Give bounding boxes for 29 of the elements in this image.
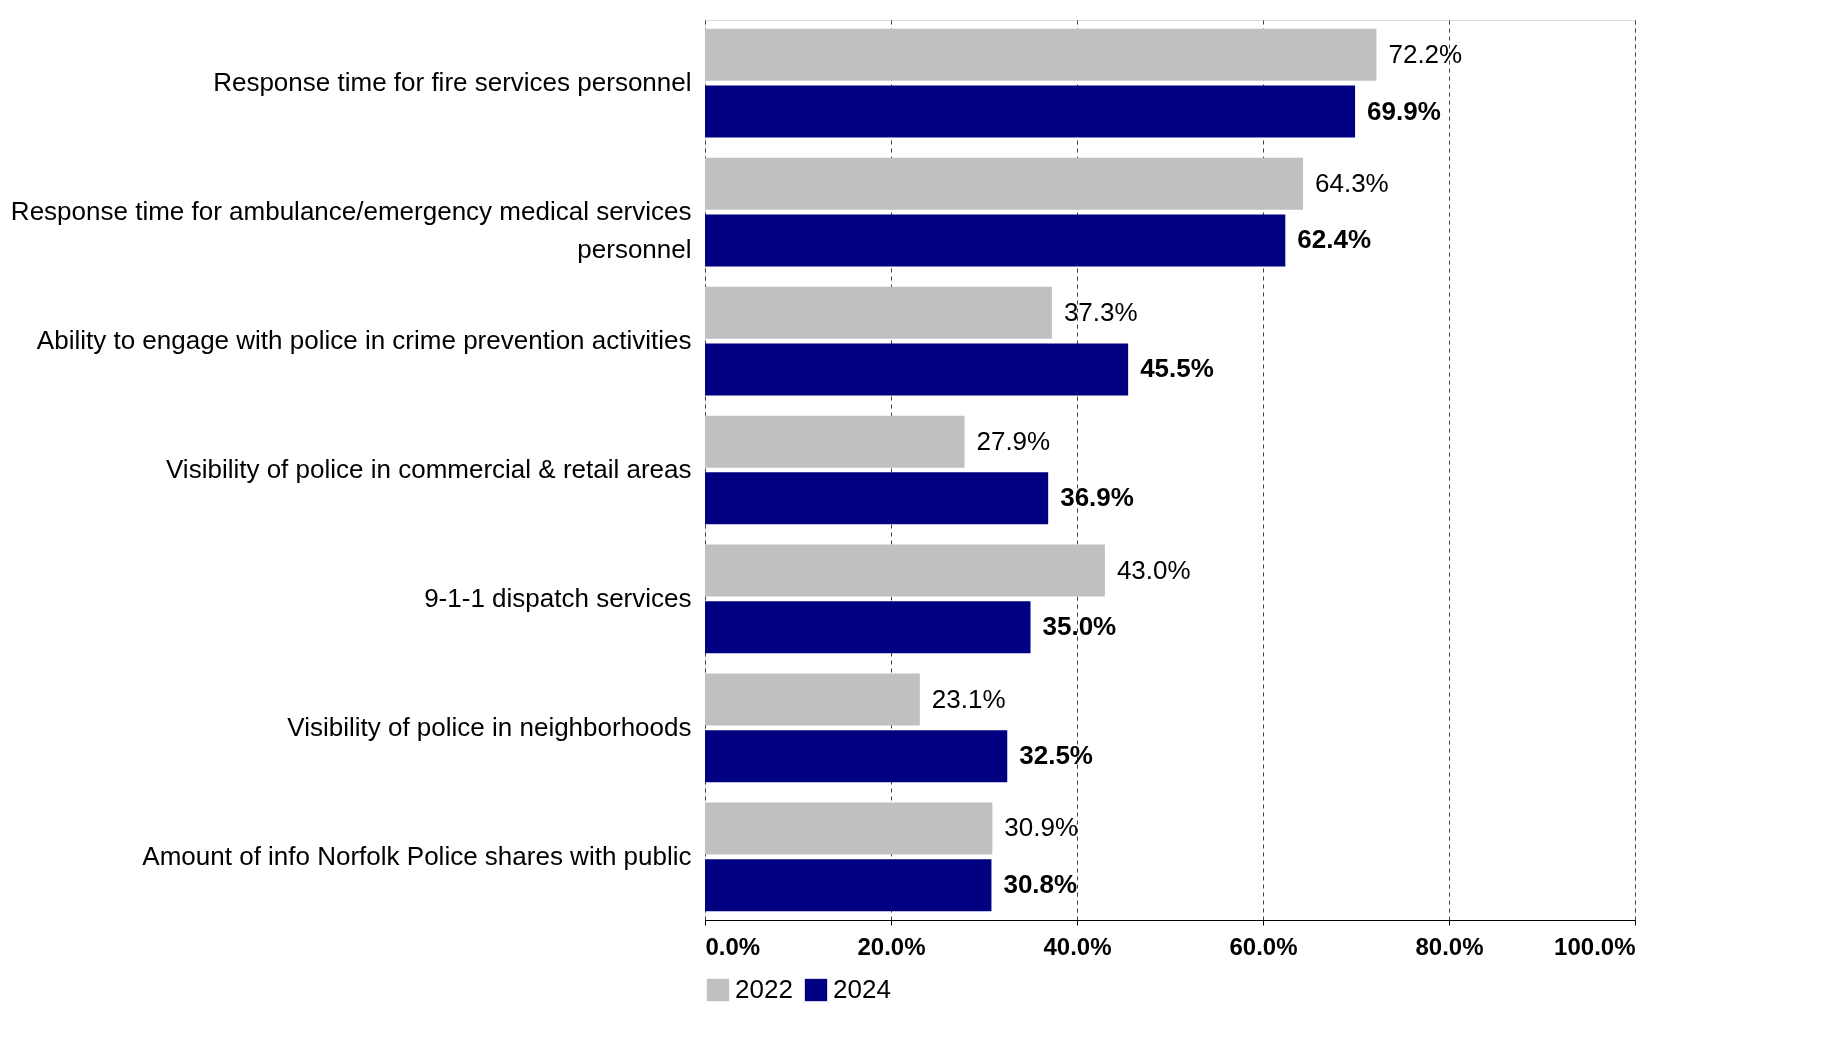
y-tick-label: Ability to engage with police in crime prevention activities [36,325,692,356]
legend-label: 2022 [735,974,793,1004]
y-tick-label: Response time for ambulance/emergency medical services personnel [10,196,692,265]
data-label: 45.5% [1140,353,1214,384]
data-label: 36.9% [1060,482,1134,513]
y-tick-label: Response time for fire services personnel [213,67,692,98]
data-label: 69.9% [1367,95,1441,126]
data-label: 30.9% [1004,812,1079,843]
y-tick-label: 9-1-1 dispatch services [424,582,692,613]
x-tick-label: 20.0% [857,932,926,960]
data-label: 27.9% [976,425,1051,456]
x-tick-label: 60.0% [1229,932,1298,960]
data-label: 64.3% [1314,167,1389,198]
data-label: 23.1% [931,683,1006,714]
data-label: 35.0% [1042,611,1117,642]
data-label: 30.8% [1003,869,1078,900]
x-tick-label: 80.0% [1415,932,1484,960]
legend-label: 2024 [833,974,891,1004]
data-label: 43.0% [1116,554,1191,585]
y-tick-label: Amount of info Norfolk Police shares with public [142,840,692,871]
data-label: 72.2% [1388,38,1463,69]
y-tick-label: Visibility of police in neighborhoods [287,711,692,742]
data-label: 62.4% [1297,224,1372,255]
data-label: 37.3% [1063,296,1138,327]
data-label: 32.5% [1019,740,1093,771]
x-tick-label: 40.0% [1043,932,1112,960]
x-tick-label: 0.0% [705,932,761,960]
y-tick-label: Visibility of police in commercial & retail areas [166,454,692,484]
x-tick-label: 100.0% [1554,932,1636,960]
